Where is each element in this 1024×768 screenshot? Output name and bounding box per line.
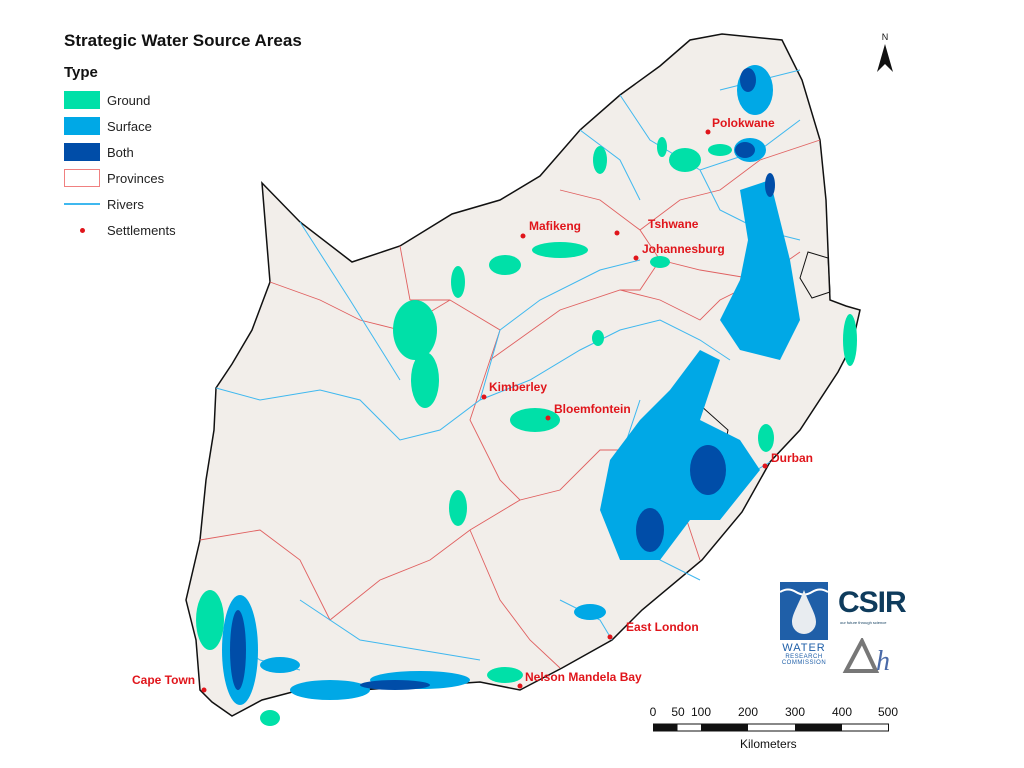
legend-item-ground: Ground	[64, 87, 176, 113]
dh-logo: h	[842, 636, 892, 679]
rivers	[215, 69, 801, 671]
city-label-cape-town: Cape Town	[132, 673, 196, 687]
legend-item-settlements: Settlements	[64, 217, 176, 243]
svg-text:h: h	[876, 646, 890, 674]
scale-tick: 100	[690, 705, 712, 719]
legend-item-surface: Surface	[64, 113, 176, 139]
ground-areas	[196, 137, 857, 726]
legend-label: Surface	[107, 118, 152, 134]
scale-tick: 400	[831, 705, 853, 719]
city-label-polokwane: Polokwane	[712, 116, 775, 130]
country-outline	[185, 33, 861, 717]
north-arrow-icon	[877, 44, 893, 72]
north-arrow: N	[876, 32, 894, 76]
city-label-durban: Durban	[771, 451, 813, 465]
city-label-nelson-mandela-bay: Nelson Mandela Bay	[525, 670, 642, 684]
surface-swatch	[64, 117, 100, 135]
province-boundaries	[199, 139, 821, 669]
legend-heading: Type	[64, 64, 98, 81]
legend-label: Rivers	[107, 196, 144, 212]
settlement-dots	[201, 129, 768, 693]
scale-tick: 300	[784, 705, 806, 719]
provinces-swatch	[64, 169, 100, 187]
legend-label: Ground	[107, 92, 151, 108]
city-label-kimberley: Kimberley	[489, 380, 548, 394]
scale-bar-graphic	[653, 723, 889, 732]
wrc-line1: WATER	[782, 642, 826, 654]
both-areas	[230, 68, 775, 690]
surface-areas	[222, 65, 800, 705]
legend: Type Ground Surface Both Provinces River…	[64, 64, 176, 243]
rivers-swatch	[64, 203, 100, 205]
map-title: Strategic Water Source Areas	[64, 31, 302, 50]
city-label-mafikeng: Mafikeng	[529, 219, 582, 233]
city-label-east-london: East London	[626, 620, 699, 634]
csir-tagline: our future through science	[840, 620, 887, 625]
legend-item-provinces: Provinces	[64, 165, 176, 191]
legend-label: Both	[107, 144, 134, 160]
scale-unit: Kilometers	[740, 737, 797, 751]
city-label-bloemfontein: Bloemfontein	[554, 402, 631, 416]
scale-tick: 0	[649, 705, 657, 719]
legend-label: Settlements	[107, 222, 176, 238]
settlements-swatch	[64, 221, 100, 239]
wrc-line3: COMMISSION	[781, 660, 827, 666]
eswatini-outline	[799, 251, 831, 299]
north-label: N	[881, 32, 889, 42]
city-label-tshwane: Tshwane	[648, 217, 699, 231]
wrc-line2: RESEARCH	[785, 654, 823, 660]
csir-logo: CSIR	[838, 586, 907, 619]
city-label-johannesburg: Johannesburg	[642, 242, 725, 256]
scale-tick: 500	[877, 705, 899, 719]
ground-swatch	[64, 91, 100, 109]
legend-label: Provinces	[107, 170, 165, 186]
legend-item-rivers: Rivers	[64, 191, 176, 217]
both-swatch	[64, 143, 100, 161]
scale-tick: 50	[671, 705, 685, 719]
scale-tick: 200	[737, 705, 759, 719]
legend-item-both: Both	[64, 139, 176, 165]
wrc-logo: WATER RESEARCH COMMISSION	[779, 582, 829, 666]
